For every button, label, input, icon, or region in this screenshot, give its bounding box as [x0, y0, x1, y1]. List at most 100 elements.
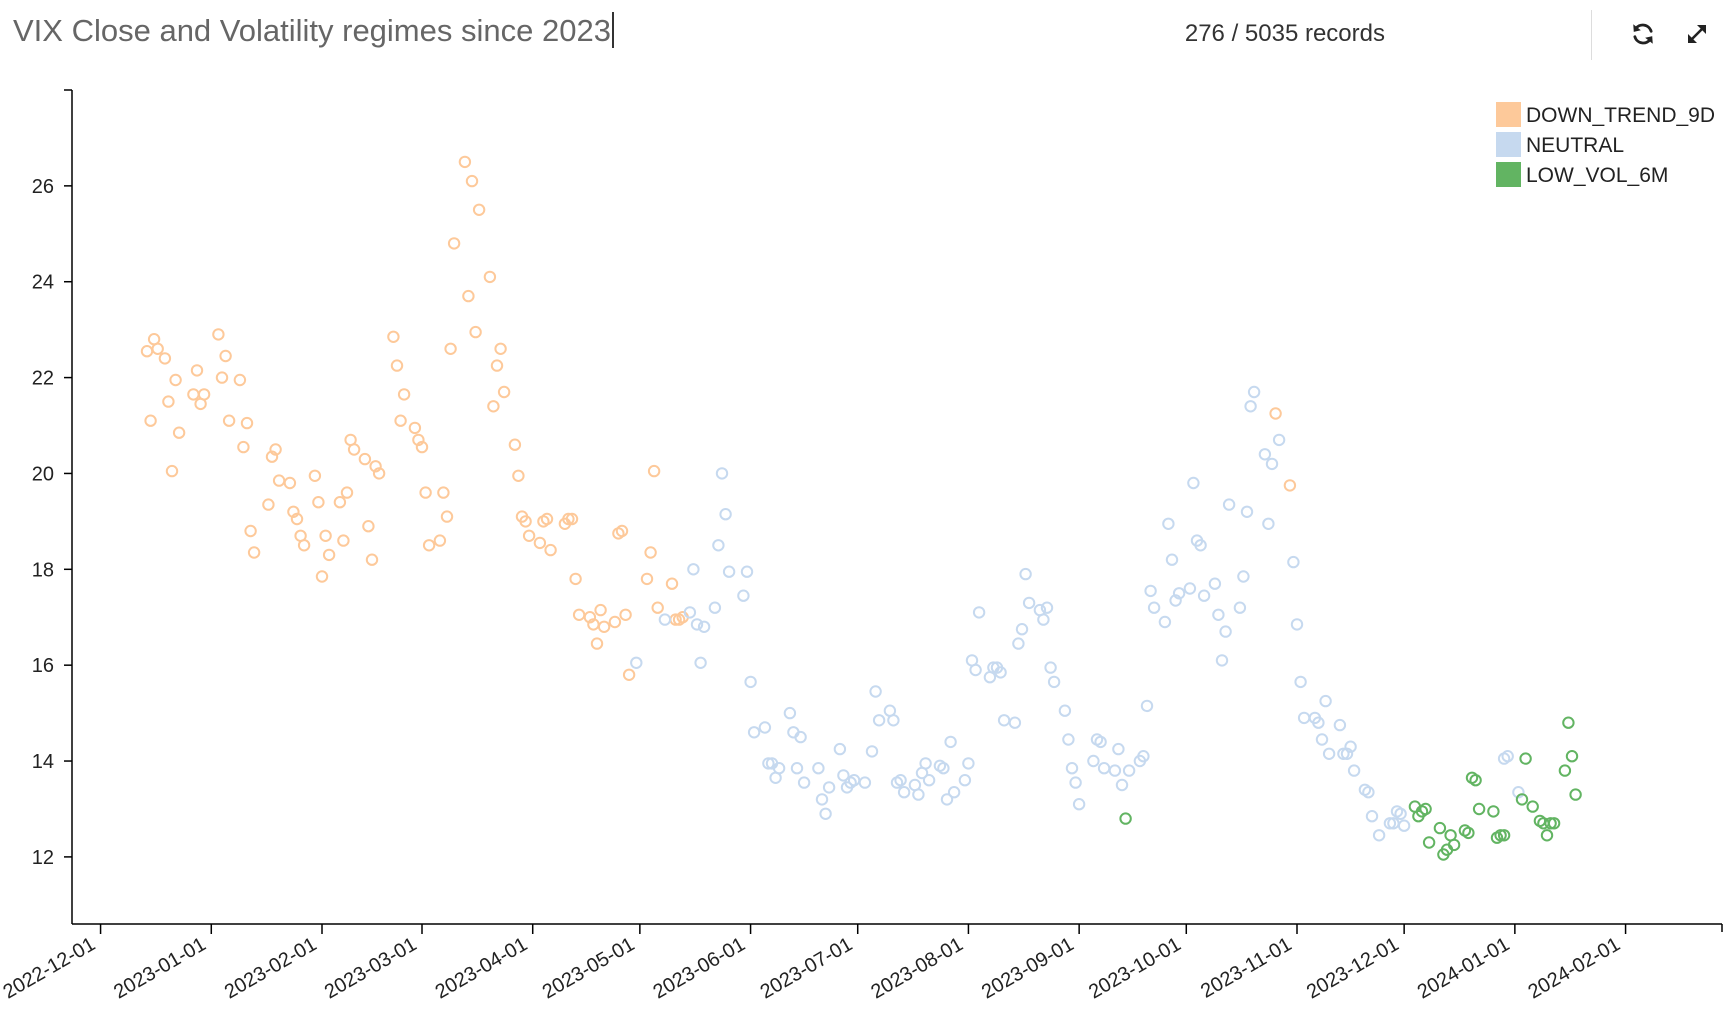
data-point-down-trend-9d: [190, 364, 204, 377]
data-point-down-trend-9d: [244, 524, 257, 538]
data-point-down-trend-9d: [212, 328, 225, 341]
y-tick-label: 24: [32, 272, 54, 294]
y-tick-label: 12: [32, 847, 54, 869]
data-point-down-trend-9d: [151, 342, 164, 355]
data-point-low-vol-6m: [1447, 838, 1461, 852]
data-point-down-trend-9d: [290, 512, 304, 526]
data-point-neutral: [1187, 476, 1200, 490]
data-point-down-trend-9d: [390, 359, 404, 372]
data-point-neutral: [1397, 819, 1411, 832]
data-point-down-trend-9d: [465, 174, 479, 188]
data-point-down-trend-9d: [583, 611, 597, 624]
data-point-neutral: [1233, 601, 1247, 614]
refresh-button[interactable]: [1626, 17, 1660, 51]
data-point-neutral: [1112, 742, 1125, 756]
x-tick-label: 2023-02-01: [221, 933, 321, 1003]
x-tick-label: 2023-09-01: [978, 933, 1078, 1003]
refresh-icon: [1633, 23, 1653, 45]
data-point-neutral: [1244, 400, 1257, 413]
data-point-neutral: [858, 776, 872, 789]
data-point-neutral: [1069, 776, 1082, 789]
expand-button[interactable]: [1680, 17, 1714, 51]
data-point-down-trend-9d: [458, 155, 472, 169]
data-point-down-trend-9d: [615, 524, 629, 538]
data-point-down-trend-9d: [433, 534, 447, 547]
data-point-neutral: [1140, 699, 1154, 713]
data-point-neutral: [1265, 457, 1279, 471]
data-point-neutral: [897, 786, 911, 799]
data-point-down-trend-9d: [394, 414, 407, 427]
data-point-neutral: [794, 730, 807, 744]
data-point-neutral: [812, 762, 825, 775]
data-point-neutral: [1047, 675, 1061, 689]
data-point-neutral: [747, 726, 761, 739]
data-point-down-trend-9d: [440, 510, 454, 523]
data-point-neutral: [919, 757, 932, 770]
data-point-down-trend-9d: [197, 388, 211, 401]
data-point-neutral: [1008, 716, 1022, 729]
legend-swatch: [1496, 162, 1521, 187]
data-point-neutral: [1312, 716, 1325, 729]
expand-icon: [1688, 25, 1706, 43]
data-point-neutral: [1044, 661, 1057, 674]
data-point-neutral: [1165, 553, 1179, 566]
legend-swatch: [1496, 132, 1521, 157]
data-point-down-trend-9d: [233, 373, 247, 387]
data-point-down-trend-9d: [219, 349, 232, 363]
data-point-neutral: [1297, 711, 1311, 725]
data-point-down-trend-9d: [269, 443, 282, 456]
data-point-neutral: [958, 774, 972, 787]
x-tick-label: 2023-06-01: [649, 933, 749, 1003]
data-point-neutral: [947, 786, 961, 799]
data-point-down-trend-9d: [247, 546, 261, 559]
legend-label: NEUTRAL: [1526, 134, 1624, 157]
data-point-low-vol-6m: [1515, 793, 1529, 806]
data-point-down-trend-9d: [483, 270, 497, 284]
data-point-neutral: [1062, 733, 1075, 746]
data-point-neutral: [630, 656, 643, 669]
data-point-neutral: [762, 757, 775, 770]
data-point-down-trend-9d: [647, 464, 661, 478]
data-point-neutral: [658, 613, 672, 626]
data-point-neutral: [1322, 747, 1336, 760]
data-point-neutral: [1362, 786, 1375, 799]
data-point-down-trend-9d: [369, 460, 382, 473]
data-point-neutral: [1347, 764, 1361, 777]
toolbar-divider: [1591, 10, 1592, 60]
data-point-down-trend-9d: [608, 615, 622, 629]
data-point-low-vol-6m: [1119, 812, 1132, 825]
data-point-neutral: [1162, 517, 1175, 530]
data-point-down-trend-9d: [140, 345, 154, 358]
data-point-neutral: [1097, 762, 1111, 775]
data-point-down-trend-9d: [594, 603, 607, 617]
data-point-low-vol-6m: [1565, 750, 1579, 763]
data-point-neutral: [1294, 675, 1307, 689]
y-tick-label: 18: [32, 559, 54, 581]
data-point-neutral: [1158, 615, 1172, 629]
data-point-down-trend-9d: [619, 608, 632, 621]
chart-title-field[interactable]: VIX Close and Volatility regimes since 2…: [13, 12, 614, 49]
data-point-down-trend-9d: [283, 476, 297, 490]
data-point-neutral: [1501, 750, 1514, 763]
data-point-neutral: [1247, 385, 1261, 399]
data-point-neutral: [894, 774, 907, 787]
data-point-neutral: [1512, 786, 1525, 799]
data-point-down-trend-9d: [237, 440, 250, 454]
legend-label: LOW_VOL_6M: [1526, 164, 1668, 187]
data-point-neutral: [712, 539, 725, 552]
data-point-neutral: [1315, 733, 1329, 746]
y-tick-label: 20: [32, 463, 54, 485]
x-tick-label: 2024-02-01: [1524, 933, 1624, 1003]
data-point-neutral: [772, 762, 786, 775]
y-tick-label: 22: [32, 368, 54, 390]
data-point-low-vol-6m: [1569, 788, 1582, 801]
data-point-neutral: [833, 742, 847, 756]
x-tick-label: 2022-12-01: [0, 933, 99, 1003]
data-point-down-trend-9d: [490, 359, 504, 372]
data-point-low-vol-6m: [1469, 774, 1482, 787]
data-point-neutral: [1272, 433, 1286, 447]
data-point-neutral: [1287, 555, 1300, 569]
data-point-neutral: [797, 776, 811, 789]
data-point-down-trend-9d: [544, 543, 557, 557]
data-point-down-trend-9d: [162, 395, 175, 408]
